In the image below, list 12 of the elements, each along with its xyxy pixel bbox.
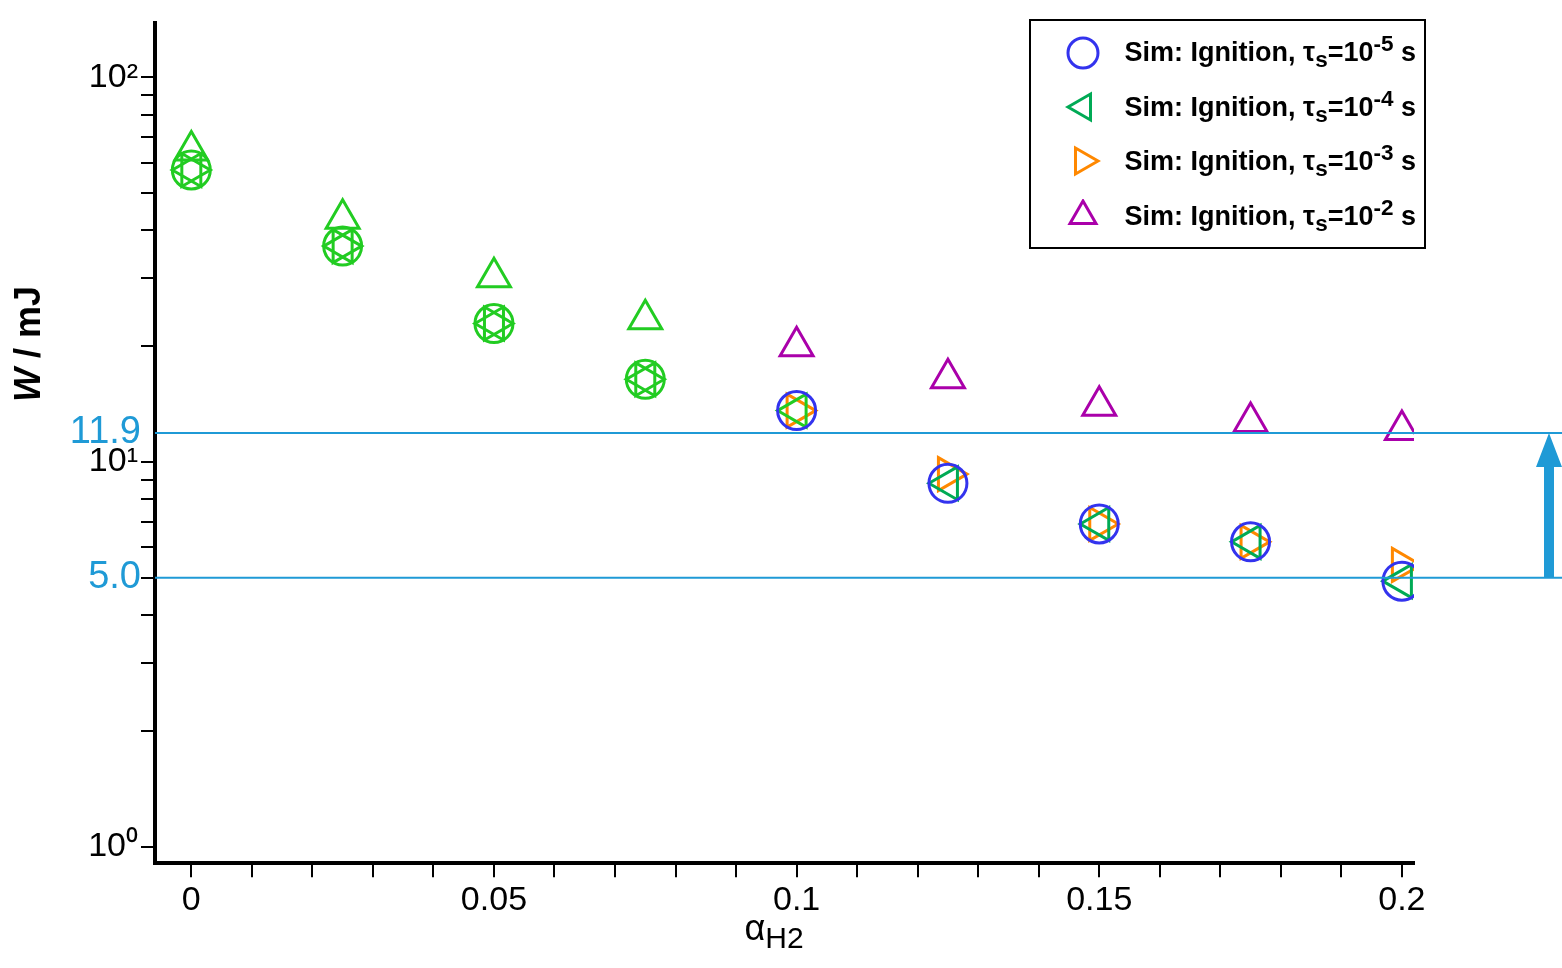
legend-label: Sim: Ignition, τ$_{s}$=10$^{-4}$ s <box>1124 84 1416 130</box>
x-tick-label: 0.2 <box>1378 878 1426 917</box>
ref-line-label: 5.0 <box>88 554 141 597</box>
y-tick-label: 10² <box>88 55 138 94</box>
x-tick-label: 0.15 <box>1066 878 1133 917</box>
x-tick-label: 0.05 <box>460 878 528 917</box>
y-tick-label: 10⁰ <box>88 825 138 864</box>
y-axis-title: W / mJ <box>7 286 49 403</box>
legend-label: Sim: Ignition, τ$_{s}$=10$^{-3}$ s <box>1124 139 1416 184</box>
legend-label: Sim: Ignition, τ$_{s}$=10$^{-2}$ s <box>1124 193 1416 238</box>
x-tick-label: 0 <box>181 878 201 917</box>
legend-label: Sim: Ignition, τ$_{s}$=10$^{-5}$ s <box>1124 30 1416 75</box>
